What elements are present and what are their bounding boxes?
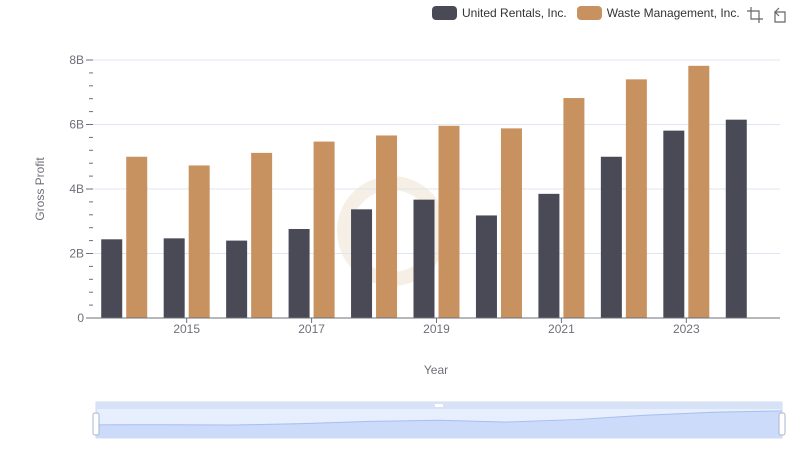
bar-waste-management [313, 141, 335, 318]
x-tick-label: 2021 [548, 322, 575, 336]
data-zoom-right-handle [778, 412, 786, 436]
bar-united-rentals [475, 215, 497, 318]
bar-united-rentals [288, 228, 310, 318]
bar-united-rentals [663, 130, 685, 318]
bar-waste-management [438, 125, 460, 318]
data-zoom-slider[interactable] [92, 401, 786, 439]
restore-icon[interactable] [770, 6, 788, 24]
y-tick-labels: 0 2B 4B 6B 8B [69, 53, 84, 325]
bar-waste-management [126, 156, 148, 318]
bar-waste-management [625, 79, 647, 318]
x-tick-label: 2023 [673, 322, 700, 336]
x-axis-title: Year [424, 363, 448, 377]
y-tick-label: 6B [69, 118, 84, 132]
data-zoom-left-handle [92, 412, 100, 436]
bar-waste-management [188, 165, 210, 318]
legend-label: Waste Management, Inc. [606, 6, 740, 20]
legend-swatch [432, 6, 457, 20]
data-zoom-move-handle [435, 404, 443, 407]
data-zoom-preview-line [95, 410, 783, 426]
x-tick-label: 2015 [173, 322, 200, 336]
bar-united-rentals [351, 209, 373, 318]
bar-united-rentals [413, 199, 435, 318]
bar-waste-management [563, 98, 585, 319]
bar-united-rentals [226, 240, 248, 318]
legend-item-united-rentals[interactable]: United Rentals, Inc. [432, 6, 567, 20]
bar-united-rentals [600, 156, 622, 318]
toolbox [746, 6, 794, 24]
zoom-icon[interactable] [746, 6, 764, 24]
x-tick-label: 2019 [423, 322, 450, 336]
legend-item-waste-management[interactable]: Waste Management, Inc. [576, 6, 740, 20]
bar-united-rentals [725, 119, 747, 318]
y-minor-ticks [86, 59, 93, 319]
bar-waste-management [251, 152, 273, 318]
bar-united-rentals [101, 239, 123, 318]
x-tick-label: 2017 [298, 322, 325, 336]
bar-waste-management [376, 135, 398, 318]
legend-swatch [576, 6, 602, 20]
bar-united-rentals [538, 193, 560, 318]
y-tick-label: 0 [77, 311, 84, 325]
bar-waste-management [688, 65, 710, 319]
y-tick-label: 2B [69, 247, 84, 261]
bar-waste-management [500, 128, 522, 318]
legend-label: United Rentals, Inc. [462, 6, 567, 20]
x-tick-labels: 2015 2017 2019 2021 2023 [173, 318, 700, 336]
legend: United Rentals, Inc. Waste Management, I… [432, 4, 750, 22]
bars [101, 65, 747, 319]
y-axis-title: Gross Profit [33, 157, 47, 221]
y-tick-label: 8B [69, 53, 84, 67]
bar-united-rentals [163, 238, 185, 318]
y-tick-label: 4B [69, 182, 84, 196]
